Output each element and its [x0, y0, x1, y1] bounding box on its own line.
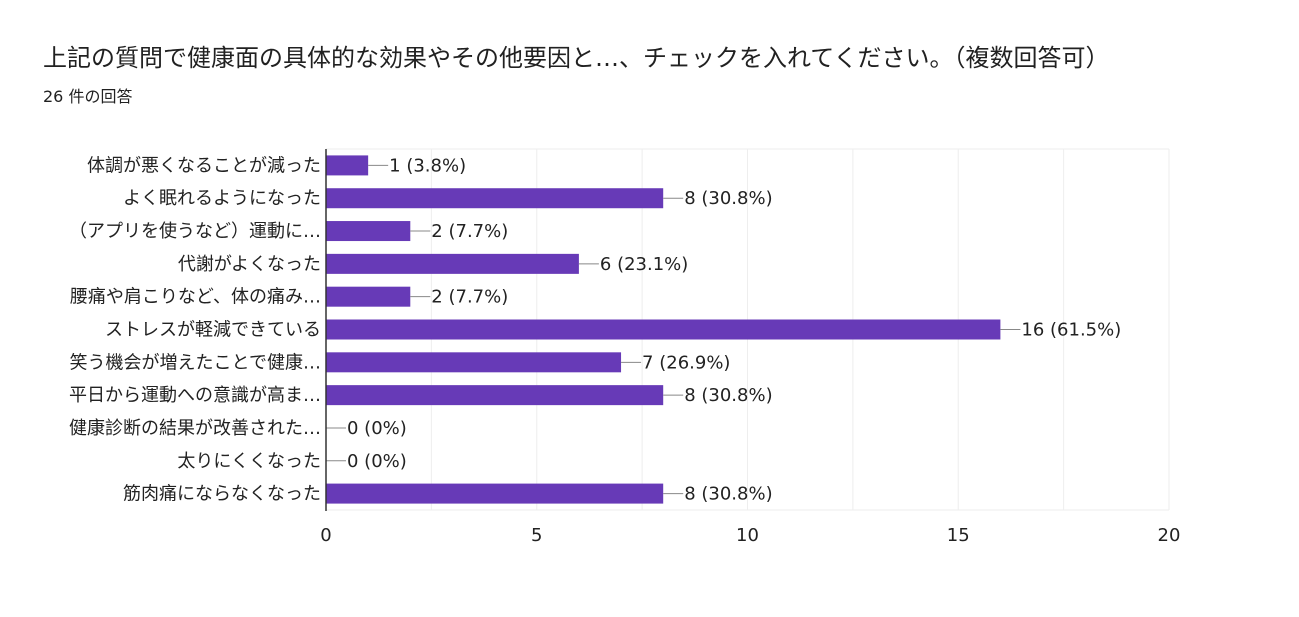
- data-label: 8 (30.8%): [684, 385, 772, 406]
- bar: [326, 253, 579, 274]
- category-label: 筋肉痛にならなくなった: [123, 484, 321, 505]
- category-label: 腰痛や肩こりなど、体の痛み…: [70, 287, 321, 308]
- x-tick-label: 15: [947, 525, 970, 546]
- chart-title: 上記の質問で健康面の具体的な効果やその他要因と…、チェックを入れてください。（複…: [43, 44, 1110, 72]
- bar: [326, 286, 411, 307]
- category-label: 体調が悪くなることが減った: [87, 155, 321, 176]
- data-label: 2 (7.7%): [431, 287, 508, 308]
- category-label: ストレスが軽減できている: [105, 320, 321, 341]
- category-label: 健康診断の結果が改善された…: [69, 418, 321, 439]
- category-label: 笑う機会が増えたことで健康…: [70, 352, 321, 373]
- category-label: （アプリを使うなど）運動に…: [69, 221, 321, 242]
- response-count: 26 件の回答: [43, 87, 133, 106]
- category-label: 平日から運動への意識が高ま…: [69, 385, 321, 406]
- data-label: 7 (26.9%): [642, 352, 730, 373]
- x-tick-label: 0: [320, 525, 331, 546]
- x-tick-label: 5: [531, 525, 542, 546]
- data-label: 8 (30.8%): [684, 484, 772, 505]
- data-label: 8 (30.8%): [684, 188, 772, 209]
- x-tick-label: 20: [1158, 525, 1181, 546]
- bar: [326, 319, 1001, 340]
- bar: [326, 483, 664, 504]
- data-label: 2 (7.7%): [431, 221, 508, 242]
- bar: [326, 385, 664, 406]
- category-label: 代謝がよくなった: [178, 254, 321, 275]
- bar: [326, 188, 664, 209]
- data-label: 0 (0%): [347, 451, 407, 472]
- x-tick-label: 10: [736, 525, 759, 546]
- bar: [326, 352, 622, 373]
- data-label: 0 (0%): [347, 418, 407, 439]
- bar: [326, 155, 369, 176]
- data-label: 1 (3.8%): [389, 155, 466, 176]
- bar: [326, 221, 411, 242]
- data-label: 16 (61.5%): [1021, 320, 1121, 341]
- data-label: 6 (23.1%): [600, 254, 688, 275]
- category-label: 太りにくくなった: [177, 451, 321, 472]
- category-label: よく眠れるようになった: [123, 188, 321, 209]
